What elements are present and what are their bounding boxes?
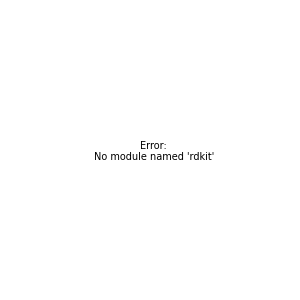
Text: Error:
No module named 'rdkit': Error: No module named 'rdkit' [94, 141, 214, 162]
